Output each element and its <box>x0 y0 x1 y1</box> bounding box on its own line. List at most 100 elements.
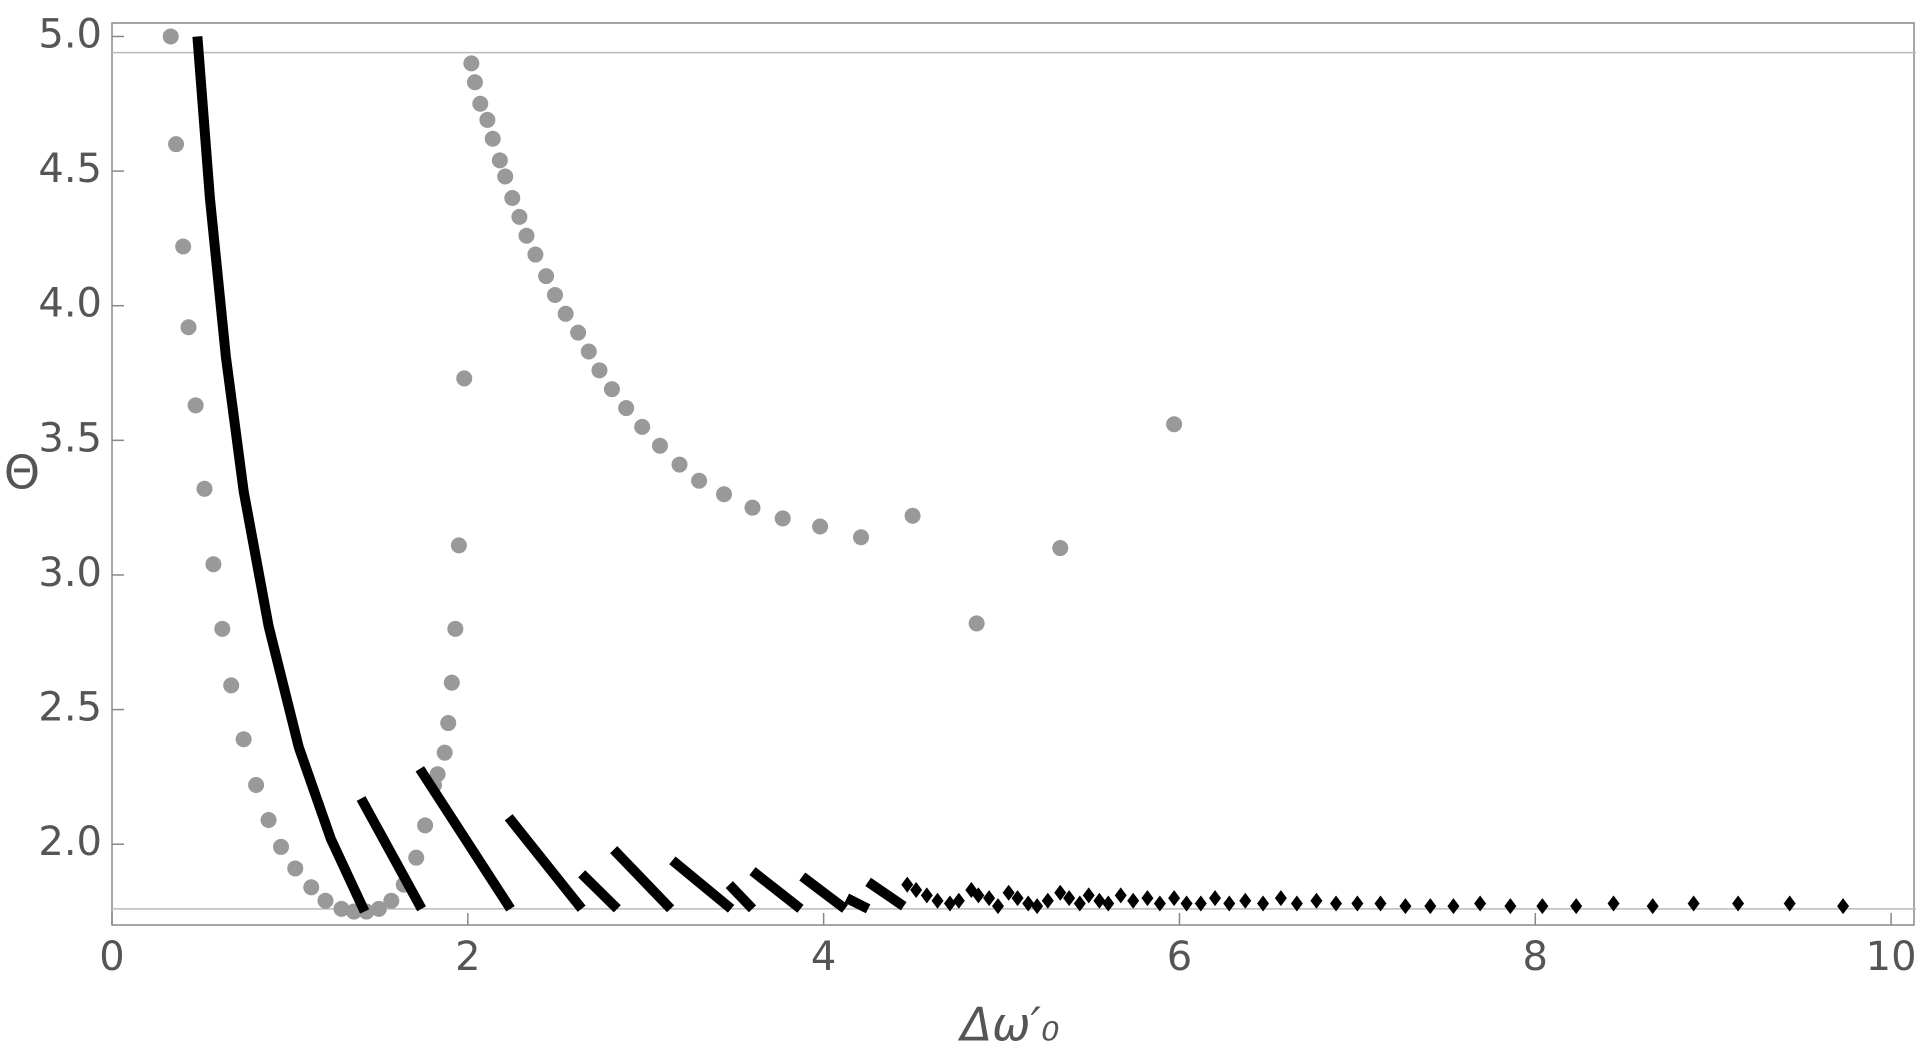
point <box>570 324 587 341</box>
point <box>175 238 192 255</box>
diamond-point <box>901 876 914 893</box>
point <box>518 227 535 244</box>
point <box>744 499 761 516</box>
diamond-point <box>1031 898 1044 915</box>
diamond-point <box>1063 890 1076 907</box>
diamond-point <box>1607 895 1620 912</box>
diamond-point <box>1257 895 1270 912</box>
point <box>651 437 668 454</box>
x-tick-label: 6 <box>1167 934 1192 980</box>
point <box>443 674 460 691</box>
point <box>436 744 453 761</box>
point <box>538 268 555 285</box>
point <box>479 111 496 128</box>
diamond-point <box>920 887 933 904</box>
diamond-point <box>1351 895 1364 912</box>
diamond-point <box>1504 898 1517 915</box>
x-tick-label: 8 <box>1523 934 1548 980</box>
point <box>440 715 457 732</box>
point <box>456 370 473 387</box>
y-axis-label: Θ <box>4 446 40 500</box>
point <box>196 480 213 497</box>
diamond-point <box>1073 895 1086 912</box>
diamond-point <box>1783 895 1796 912</box>
diamond-point <box>972 887 985 904</box>
y-tick-label: 4.5 <box>38 146 102 192</box>
diamond-point <box>1424 898 1437 915</box>
point <box>317 892 334 909</box>
diamond-point <box>1209 890 1222 907</box>
diamond-point <box>1310 892 1323 909</box>
y-tick-label: 2.5 <box>38 685 102 731</box>
point <box>450 537 467 554</box>
point <box>1166 416 1183 433</box>
y-tick-label: 3.0 <box>38 550 102 596</box>
x-tick-label: 4 <box>811 934 836 980</box>
point <box>383 892 400 909</box>
point <box>716 486 733 503</box>
point <box>580 343 597 360</box>
diamond-point <box>1168 890 1181 907</box>
diamond-point <box>1399 898 1412 915</box>
diamond-point <box>1054 884 1067 901</box>
point <box>466 74 483 91</box>
diamond-point <box>1330 895 1343 912</box>
point <box>463 55 480 72</box>
point <box>557 305 574 322</box>
diamond-point <box>1274 890 1287 907</box>
diamond-point <box>1102 895 1115 912</box>
point <box>491 152 508 169</box>
point <box>618 400 635 417</box>
point <box>429 766 446 783</box>
point <box>591 362 608 379</box>
diamond-point <box>983 890 996 907</box>
point <box>260 811 277 828</box>
point <box>472 95 489 112</box>
x-tick-label: 0 <box>99 934 124 980</box>
point <box>303 879 320 896</box>
point <box>968 615 985 632</box>
diamond-point <box>1290 895 1303 912</box>
point <box>774 510 791 527</box>
diamond-point <box>943 895 956 912</box>
diamond-point <box>1141 890 1154 907</box>
point <box>248 776 265 793</box>
point <box>671 456 688 473</box>
point <box>1052 540 1069 557</box>
diamond-point <box>1837 898 1850 915</box>
point <box>287 860 304 877</box>
point <box>187 397 204 414</box>
diamond-point <box>1114 887 1127 904</box>
plot-frame <box>111 22 1915 926</box>
point <box>852 529 869 546</box>
diamond-point <box>1239 892 1252 909</box>
diamond-point <box>1011 890 1024 907</box>
diamond-point <box>1082 887 1095 904</box>
diamond-point <box>1474 895 1487 912</box>
curve-segments <box>192 36 907 914</box>
diamond-point <box>1022 895 1035 912</box>
diamond-point <box>1536 898 1549 915</box>
diamond-point <box>910 881 923 898</box>
diamond-point <box>1194 895 1207 912</box>
diamond-point <box>1687 895 1700 912</box>
point <box>235 731 252 748</box>
point <box>408 849 425 866</box>
diamond-point <box>1223 895 1236 912</box>
point <box>273 838 290 855</box>
point <box>497 168 514 185</box>
point <box>527 246 544 263</box>
y-tick-label: 5.0 <box>38 11 102 57</box>
y-tick-label: 3.5 <box>38 415 102 461</box>
y-tick-label: 2.0 <box>38 819 102 865</box>
point <box>511 208 528 225</box>
point <box>214 620 231 637</box>
diamond-point <box>1646 898 1659 915</box>
point <box>484 130 501 147</box>
point <box>504 190 521 207</box>
point <box>904 507 921 524</box>
point <box>205 556 222 573</box>
diamond-point <box>1447 898 1460 915</box>
point <box>162 28 179 45</box>
